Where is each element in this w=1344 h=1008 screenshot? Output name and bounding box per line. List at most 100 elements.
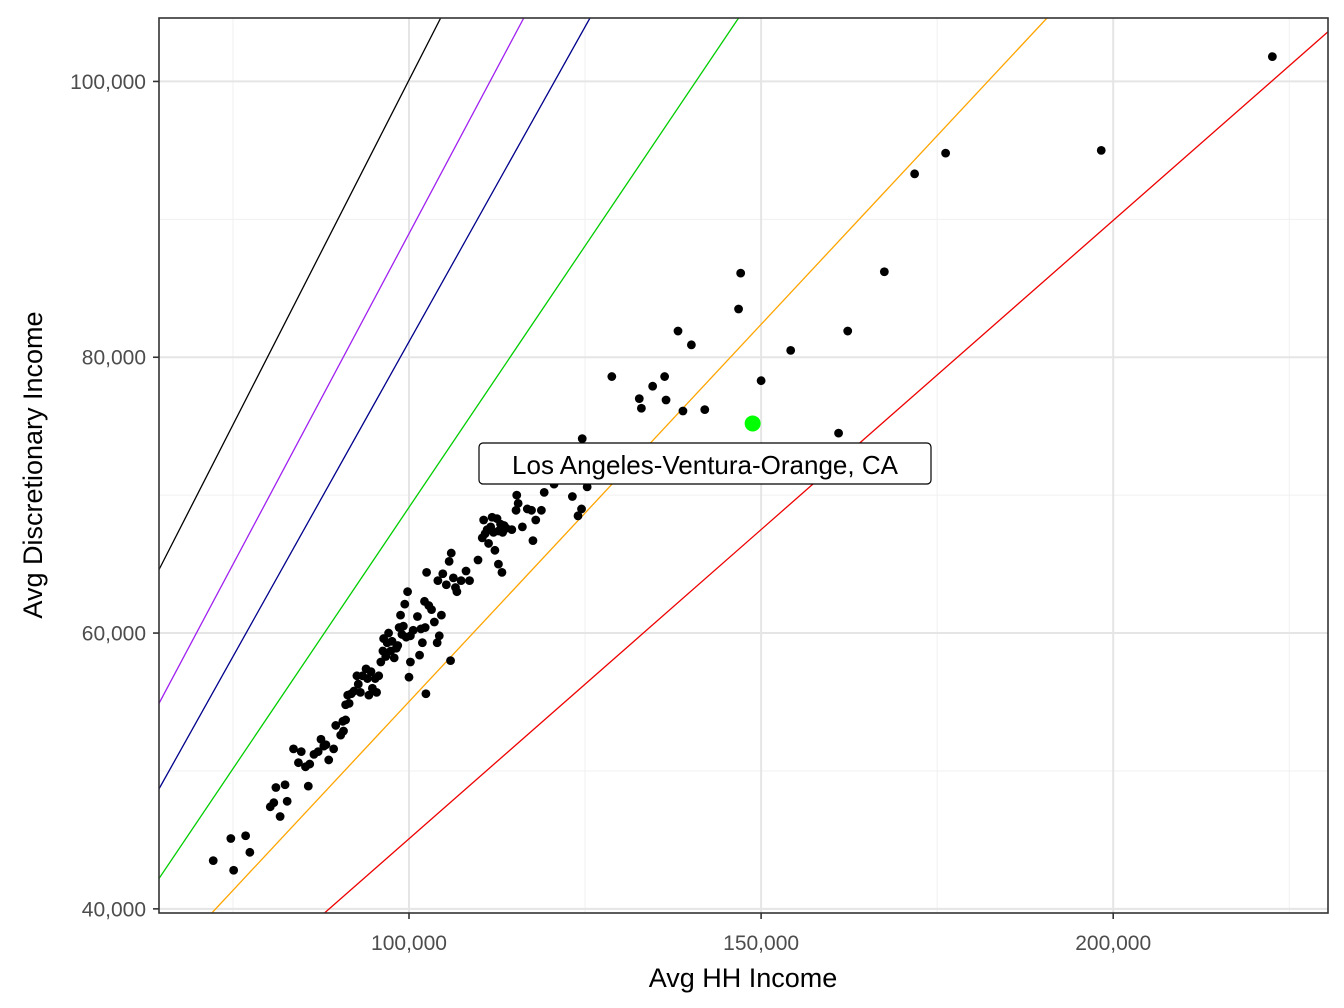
data-point: [434, 631, 444, 641]
data-point: [444, 556, 454, 566]
data-point: [413, 612, 422, 621]
data-point: [400, 599, 410, 609]
data-point: [484, 539, 493, 548]
data-point: [339, 726, 348, 736]
data-point: [427, 605, 436, 615]
y-tick-label: 40,000: [82, 898, 146, 921]
data-point: [403, 587, 412, 597]
data-point: [636, 403, 646, 413]
data-point: [269, 798, 279, 808]
data-point: [490, 545, 500, 555]
data-point: [660, 372, 670, 381]
data-point: [678, 406, 688, 416]
data-point: [363, 674, 372, 683]
highlight-point: [744, 415, 761, 432]
panel-border: [158, 17, 1329, 914]
data-point: [536, 505, 546, 515]
data-point: [452, 587, 462, 597]
data-point: [366, 667, 376, 677]
data-point: [344, 698, 354, 708]
data-point: [734, 304, 743, 314]
data-point: [356, 687, 365, 697]
data-point: [275, 812, 285, 821]
data-point: [296, 747, 306, 757]
x-axis-ticks: 100,000 150,000 200,000: [371, 913, 1151, 955]
x-axis-title: Avg HH Income: [649, 963, 838, 993]
data-point: [607, 372, 617, 381]
data-point: [513, 499, 523, 508]
y-tick-label: 80,000: [82, 347, 146, 370]
x-tick-label: 150,000: [723, 932, 799, 955]
y-axis-title: Avg Discretionary Income: [18, 311, 48, 618]
data-point: [331, 721, 341, 730]
data-point: [433, 576, 443, 586]
reference-line: [159, 18, 740, 879]
data-point: [289, 744, 298, 754]
data-point: [673, 326, 683, 336]
data-point: [398, 621, 408, 631]
highlight-label-box: [478, 442, 932, 485]
data-point: [420, 623, 430, 632]
data-point: [245, 847, 255, 857]
reference-line: [159, 18, 591, 790]
data-point: [208, 856, 218, 865]
data-point: [329, 744, 339, 754]
data-point: [280, 780, 290, 790]
data-point: [517, 522, 527, 532]
data-point: [294, 758, 303, 768]
data-point: [843, 326, 853, 336]
data-point: [577, 504, 586, 514]
data-point: [648, 381, 658, 391]
data-point: [573, 511, 583, 521]
data-point: [661, 395, 671, 405]
data-point: [282, 796, 292, 806]
data-point: [448, 573, 458, 583]
data-point: [539, 487, 549, 497]
data-point: [241, 831, 251, 841]
data-point: [436, 610, 446, 620]
data-point: [438, 569, 448, 579]
data-point: [686, 340, 696, 350]
data-point: [408, 625, 418, 635]
data-point: [531, 515, 541, 525]
data-point: [465, 576, 474, 586]
data-point: [473, 555, 483, 565]
x-tick-label: 200,000: [1075, 932, 1151, 955]
data-point: [271, 783, 281, 792]
data-point: [528, 536, 538, 546]
data-point: [441, 580, 451, 590]
data-point: [303, 781, 313, 791]
highlight-label: Los Angeles-Ventura-Orange, CA: [478, 442, 932, 485]
data-points: [208, 52, 1277, 875]
data-point: [341, 715, 351, 725]
data-point: [432, 638, 442, 648]
data-point: [786, 345, 796, 355]
data-point: [479, 515, 489, 525]
data-point: [422, 567, 432, 577]
data-point: [567, 492, 577, 501]
data-point: [1267, 52, 1277, 62]
data-point: [374, 671, 384, 681]
data-point: [1096, 145, 1106, 155]
data-point: [700, 405, 710, 415]
data-point: [417, 638, 427, 648]
data-point: [229, 865, 239, 875]
data-point: [384, 628, 393, 638]
data-point: [313, 747, 323, 757]
data-point: [494, 559, 503, 569]
data-point: [364, 690, 374, 700]
data-point: [910, 169, 920, 179]
data-point: [393, 641, 403, 650]
data-point: [941, 148, 951, 158]
data-point: [736, 268, 746, 278]
data-point: [305, 759, 315, 769]
data-point: [429, 617, 439, 627]
data-point: [527, 505, 536, 515]
x-tick-label: 100,000: [371, 932, 447, 955]
data-point: [324, 755, 334, 765]
data-point: [396, 610, 405, 620]
reference-line: [159, 18, 525, 704]
data-point: [834, 428, 843, 438]
data-point: [577, 434, 587, 444]
